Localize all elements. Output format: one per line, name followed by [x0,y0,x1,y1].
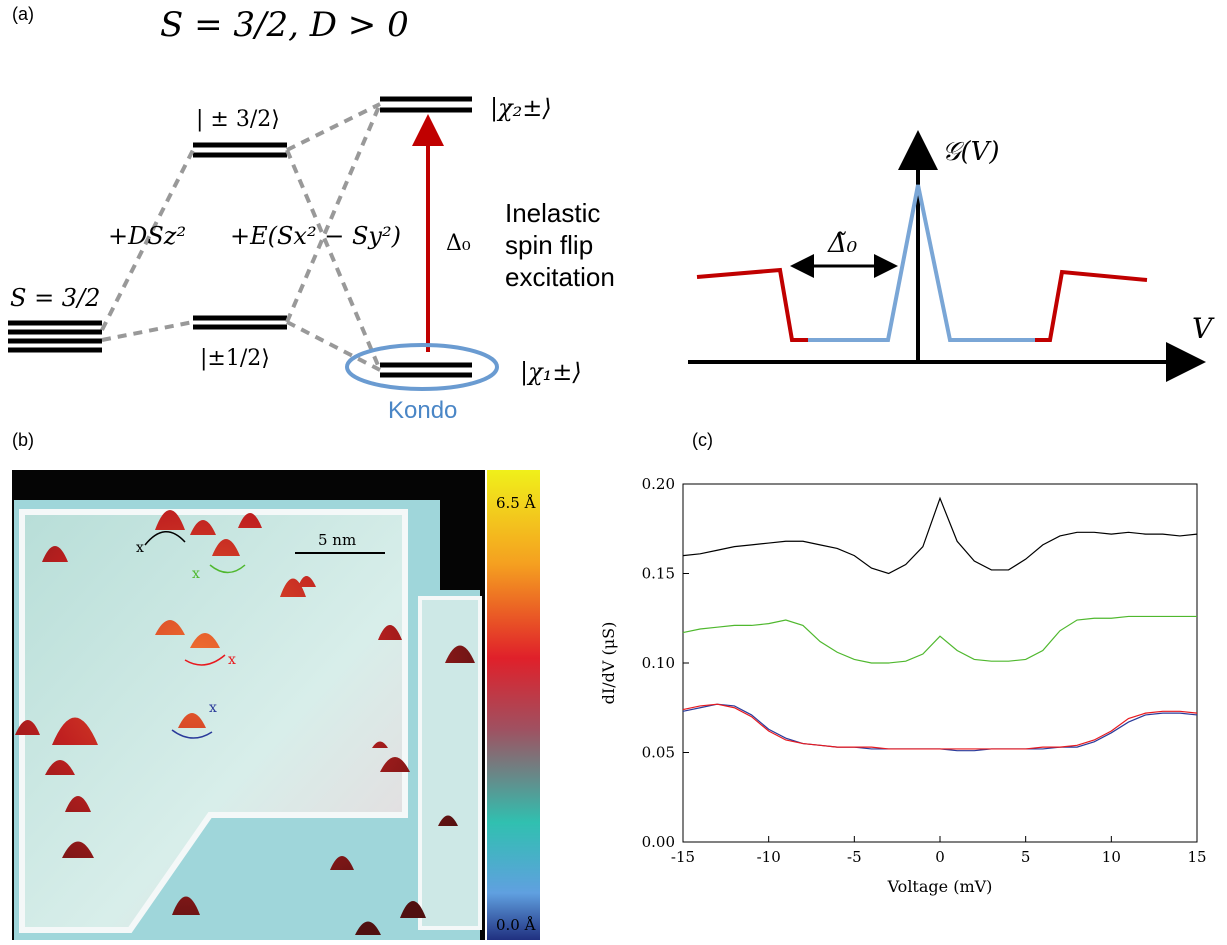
marker-arc [171,729,213,739]
label: Δ̃₀ [827,229,858,259]
label: Δ₀ [446,231,471,256]
y-axis-label: dI/dV (μS) [599,622,618,705]
label: V [1192,312,1215,345]
panel-b: (b) 5 nm x x x x 6.5 Å 0.0 Å [12,430,540,940]
panel-label: (c) [692,430,713,450]
x-axis-label: Voltage (mV) [887,877,993,896]
label: |χ₂±⟩ [490,94,552,123]
label: Inelastic [505,198,600,228]
plot-frame [682,483,1198,843]
adatom [15,510,475,935]
marker-arc [144,531,186,546]
marker: x [192,566,200,582]
y-tick-label: 0.05 [642,744,675,762]
label: +E(Sx² − Sy²) [230,222,401,250]
label: S = 3/2 [10,284,100,312]
scale-label: 5 nm [318,531,356,549]
x-tick-label: 0 [935,848,945,866]
panel-c: (c) Voltage (mV) dI/dV (μS) 0.00 0.05 0.10… [599,430,1207,896]
marker: x [228,652,236,668]
y-tick-label: 0.15 [642,565,675,583]
colorbar-label: 6.5 Å [496,494,536,512]
y-tick-label: 0.20 [642,475,675,493]
label: 𝒢(V) [942,137,1000,167]
label: excitation [505,262,615,292]
curve [1035,269,1148,342]
y-tick-label: 0.00 [642,833,675,851]
connector [100,102,382,372]
label: Kondo [388,397,457,424]
label: spin flip [505,230,593,260]
panel-title: S = 3/2, D > 0 [160,5,409,45]
marker: x [136,540,144,556]
label: |χ₁±⟩ [520,358,582,387]
y-tick-label: 0.10 [642,654,675,672]
marker-arc [184,654,226,666]
x-tick-label: -5 [847,848,862,866]
curve [808,184,1035,342]
label: |±1/2⟩ [200,346,270,371]
x-tick-label: 10 [1102,848,1121,866]
terrace [418,596,482,930]
series-line [682,703,1198,752]
series-line [682,615,1197,664]
marker: x [209,700,217,716]
panel-label: (a) [12,4,34,24]
colorbar [487,470,540,940]
x-tick-label: -15 [671,848,695,866]
kondo-ellipse [345,343,499,391]
x-tick-label: 5 [1021,848,1031,866]
label: | ± 3/2⟩ [196,107,280,132]
terrace [19,509,408,933]
adatoms [15,510,475,935]
curve [696,267,808,342]
x-tick-label: -10 [757,848,781,866]
series-line [682,703,1198,750]
marker-arc [209,564,246,574]
x-tick-label: 15 [1187,848,1206,866]
panel-label: (b) [12,430,34,450]
label: +DSz² [108,222,186,250]
panel-a: (a) S = 3/2, D > 0 S = 3/2 | ± 3/2⟩ |±1/… [8,4,1215,424]
colorbar-label: 0.0 Å [496,916,536,934]
series-line [682,496,1198,575]
